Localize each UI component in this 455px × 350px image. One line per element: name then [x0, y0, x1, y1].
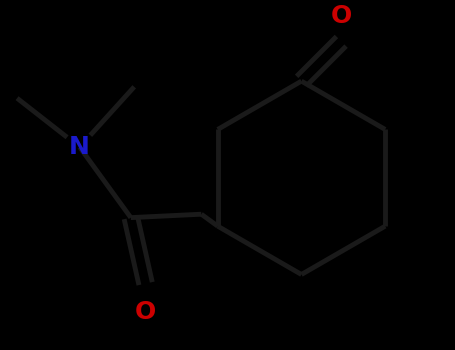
Text: O: O	[331, 4, 352, 28]
Text: O: O	[135, 300, 156, 323]
Text: N: N	[69, 135, 90, 159]
